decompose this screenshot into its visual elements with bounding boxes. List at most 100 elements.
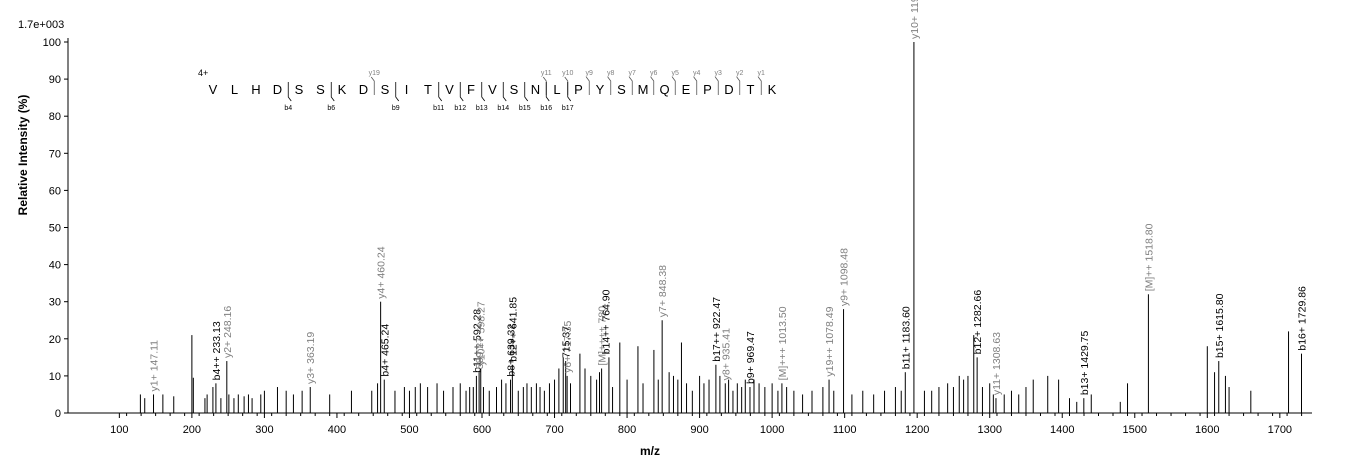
sequence-residue: K xyxy=(768,82,777,97)
peak-annotation-label: y10+ 1195.5 xyxy=(909,0,921,39)
peak-annotation-label: b15+ 1615.80 xyxy=(1214,293,1226,358)
y-ion-label: y3 xyxy=(715,70,723,77)
peak-annotation-label: b12++ 641.85 xyxy=(507,297,519,362)
x-tick-label: 1100 xyxy=(833,424,857,436)
sequence-residue: S xyxy=(381,82,390,97)
x-tick-label: 200 xyxy=(183,424,201,436)
x-tick-label: 600 xyxy=(473,424,491,436)
sequence-residue: H xyxy=(251,82,260,97)
b-ion-label: b15 xyxy=(519,105,531,112)
peak-annotation-label: b11+ 1183.60 xyxy=(900,306,912,369)
x-tick-label: 1400 xyxy=(1050,424,1074,436)
peak-annotation-label: 589.27 xyxy=(474,337,486,369)
y-ion-bracket xyxy=(693,76,698,95)
sequence-residue: K xyxy=(338,82,347,97)
b-ion-bracket xyxy=(330,82,335,102)
b-ion-bracket xyxy=(459,82,464,102)
y-tick-label: 80 xyxy=(49,111,61,123)
y-ion-bracket xyxy=(370,76,375,95)
peak-annotation-label: y10++ 598.27 xyxy=(476,301,488,365)
sequence-residue: T xyxy=(424,82,432,97)
y-ion-bracket xyxy=(671,76,676,95)
x-tick-label: 100 xyxy=(110,424,128,436)
x-tick-label: 400 xyxy=(328,424,346,436)
peak-annotation-label: y4+ 460.24 xyxy=(376,246,388,298)
peak-annotation-label: [M]++ 1518.80 xyxy=(1143,223,1155,291)
y-ion-label: y10 xyxy=(562,70,573,77)
b-ion-label: b6 xyxy=(327,105,335,112)
x-tick-label: 1600 xyxy=(1195,424,1219,436)
peak-annotation-label: y3+ 363.19 xyxy=(305,332,317,384)
sequence-residue: D xyxy=(359,82,368,97)
x-tick-label: 1000 xyxy=(760,424,784,436)
b-ion-label: b11 xyxy=(433,105,444,112)
b-ion-label: b9 xyxy=(392,105,400,112)
sequence-residue: T xyxy=(747,82,755,97)
sequence-residue: V xyxy=(445,82,454,97)
sequence-residue: S xyxy=(295,82,304,97)
sequence-residue: Q xyxy=(659,82,669,97)
sequence-residue: N xyxy=(531,82,540,97)
y-tick-label: 100 xyxy=(43,37,61,49)
x-tick-label: 1300 xyxy=(977,424,1001,436)
peak-annotation-label: b4++ 233.13 xyxy=(211,321,223,380)
sequence-residue: V xyxy=(488,82,497,97)
peak-annotation-label: b16+ 1729.86 xyxy=(1296,286,1308,351)
b-ion-label: b17 xyxy=(562,105,574,112)
y-axis-title: Relative Intensity (%) xyxy=(16,95,30,216)
x-tick-label: 1500 xyxy=(1123,424,1147,436)
sequence-residue: P xyxy=(703,82,712,97)
sequence-residue: S xyxy=(510,82,519,97)
y-ion-bracket xyxy=(714,76,719,95)
b-ion-bracket xyxy=(481,82,486,102)
peak-annotation-label: y1+ 147.11 xyxy=(149,340,161,392)
sequence-residue: Y xyxy=(596,82,605,97)
y-tick-label: 40 xyxy=(49,260,61,272)
peak-annotation-label: 715.37 xyxy=(561,326,573,358)
peak-annotation-label: b13+ 1429.75 xyxy=(1079,330,1091,395)
sequence-residue: P xyxy=(574,82,583,97)
peak-annotation-label: y6+ 717.35 xyxy=(562,320,574,372)
peak-annotation-label: y9+ 1098.48 xyxy=(839,248,851,306)
sequence-residue: F xyxy=(467,82,475,97)
y-ion-label: y6 xyxy=(650,70,658,77)
y-tick-label: 60 xyxy=(49,185,61,197)
b-ion-label: b12 xyxy=(454,105,466,112)
peak-annotation-label: y19++ 1078.49 xyxy=(824,306,836,376)
y-ion-label: y2 xyxy=(736,70,744,77)
x-tick-label: 1700 xyxy=(1268,424,1292,436)
axes: 0 10 20 30 40 50 60 70 80 90 100 100 200 300 400 500 600… xyxy=(43,37,1312,436)
x-tick-label: 800 xyxy=(618,424,636,436)
b-ion-bracket xyxy=(438,82,443,102)
peak-annotation-label: b12+ 1282.66 xyxy=(972,290,984,355)
y-ion-label: y4 xyxy=(693,70,701,77)
y-ion-label: y8 xyxy=(607,70,615,77)
sequence-residue: L xyxy=(231,82,238,97)
b-ion-bracket xyxy=(545,82,550,102)
peak-annotation-label: [M]+++ 1013.50 xyxy=(777,306,789,380)
peak-annotation-label: b11++ 592.28 xyxy=(471,309,483,373)
y-tick-label: 0 xyxy=(55,408,61,420)
peaks xyxy=(139,42,1302,413)
y-ion-label: y9 xyxy=(586,70,594,77)
x-tick-label: 700 xyxy=(545,424,563,436)
b-ion-bracket xyxy=(567,82,572,102)
peak-annotation-label: y2+ 248.16 xyxy=(222,306,234,358)
precursor-charge-label: 4+ xyxy=(198,68,208,78)
x-axis-title: m/z xyxy=(640,444,660,458)
x-tick-label: 500 xyxy=(400,424,418,436)
y-tick-label: 20 xyxy=(49,334,61,346)
y-ion-bracket xyxy=(542,76,547,95)
y-ion-label: y19 xyxy=(369,70,380,77)
peak-annotation-label: y8+ 935.41 xyxy=(720,328,732,380)
y-ion-bracket xyxy=(585,76,590,95)
b-ion-bracket xyxy=(395,82,400,102)
b-ion-bracket xyxy=(502,82,507,102)
b-ion-bracket xyxy=(524,82,529,102)
y-tick-label: 70 xyxy=(49,148,61,160)
sequence-residue: S xyxy=(316,82,325,97)
b-ion-label: b16 xyxy=(540,105,552,112)
